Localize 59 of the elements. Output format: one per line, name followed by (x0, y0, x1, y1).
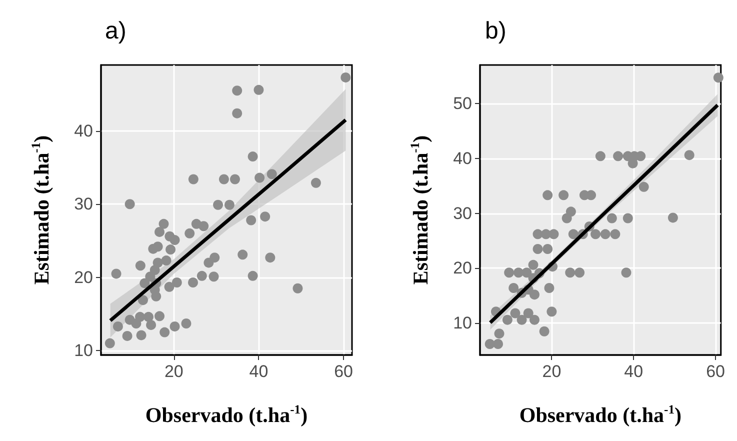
x-tick-label: 20 (542, 362, 562, 381)
x-tick-label: 60 (334, 362, 353, 381)
x-tick-label: 40 (624, 362, 644, 381)
point (542, 190, 553, 200)
chart-title: b) (485, 18, 506, 44)
point (532, 244, 543, 254)
x-tick-label: 60 (706, 362, 726, 381)
point (542, 244, 553, 254)
point (586, 190, 596, 200)
point (494, 328, 504, 339)
x-tick-label: 20 (164, 362, 184, 381)
point (638, 182, 649, 192)
point (668, 212, 678, 223)
point (713, 72, 724, 83)
line-series (108, 118, 348, 322)
y-tick-label: 40 (74, 121, 93, 140)
point (684, 150, 694, 160)
y-axis-title: Estimado (t.ha-1) (29, 135, 54, 285)
y-tick-label: 20 (453, 258, 472, 278)
y-tick-label: 40 (453, 148, 472, 168)
y-tick-label: 30 (74, 194, 93, 214)
point (566, 206, 576, 217)
point (621, 268, 632, 278)
point (595, 151, 606, 162)
point (502, 314, 512, 325)
point (548, 229, 559, 240)
point (606, 213, 617, 224)
point (522, 268, 532, 278)
point (628, 158, 638, 168)
point (504, 268, 514, 278)
point (516, 314, 527, 325)
point (558, 190, 569, 200)
point (568, 229, 578, 240)
point (529, 290, 540, 300)
x-tick-label: 40 (249, 362, 268, 381)
point (523, 308, 534, 318)
point (565, 268, 576, 278)
point (508, 282, 519, 293)
point (622, 213, 633, 224)
point (613, 151, 624, 162)
point (600, 229, 610, 240)
point (493, 339, 504, 350)
point (590, 229, 601, 240)
point (544, 282, 554, 293)
point (539, 326, 550, 336)
point (574, 268, 585, 278)
y-tick-label: 10 (74, 341, 93, 360)
y-tick-label: 30 (453, 204, 472, 223)
y-tick-label: 10 (453, 314, 472, 333)
chart-title: a) (105, 18, 126, 44)
y-axis-title: Estimado (t.ha-1) (408, 135, 432, 285)
y-tick-label: 50 (453, 94, 472, 113)
point (528, 260, 538, 270)
point (529, 314, 540, 325)
y-tick-label: 20 (74, 268, 93, 287)
point (546, 306, 557, 317)
point (510, 308, 520, 318)
point (610, 229, 620, 240)
point (514, 268, 524, 278)
